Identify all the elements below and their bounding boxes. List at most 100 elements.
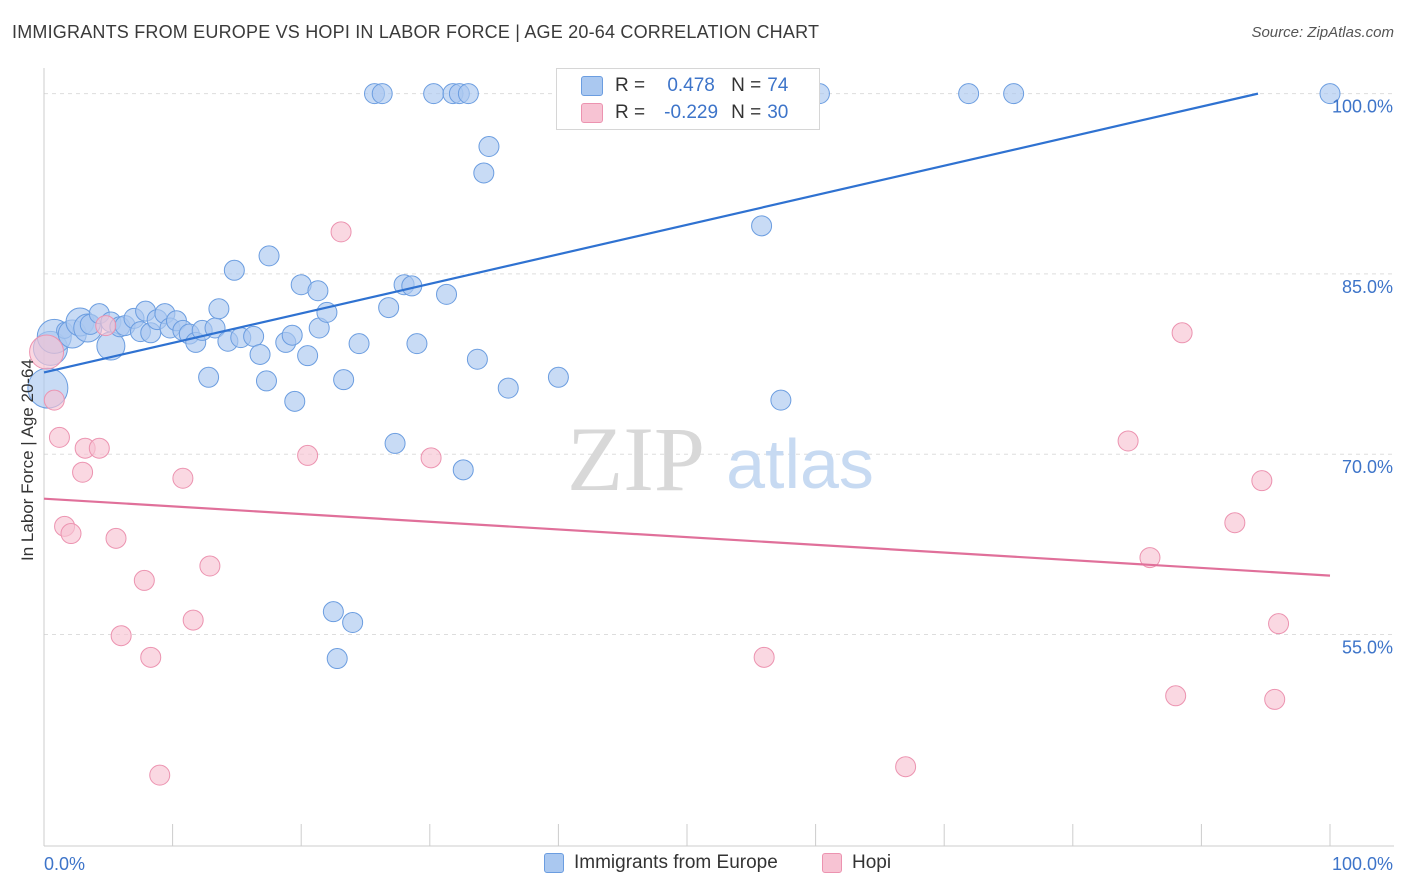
data-point: [457, 83, 479, 105]
data-point: [322, 601, 344, 623]
data-point: [478, 136, 500, 158]
data-point: [281, 324, 303, 346]
legend-swatch-hopi: [822, 853, 842, 873]
legend-swatch-europe: [544, 853, 564, 873]
y-axis-label: In Labor Force | Age 20-64: [18, 359, 37, 561]
y-tick-label: 70.0%: [1342, 457, 1393, 477]
data-point: [172, 467, 194, 489]
y-tick-label: 100.0%: [1332, 97, 1393, 117]
data-point: [1224, 512, 1246, 534]
data-point: [1117, 430, 1139, 452]
data-point: [95, 315, 117, 337]
trend-line-hopi: [43, 497, 1331, 577]
n-label: N =: [731, 102, 762, 123]
data-point: [182, 609, 204, 631]
data-point: [48, 426, 70, 448]
legend-item-europe[interactable]: Immigrants from Europe: [544, 852, 778, 874]
data-point: [72, 461, 94, 483]
data-point: [371, 83, 393, 105]
data-point: [43, 389, 65, 411]
data-point: [378, 297, 400, 319]
data-point: [1139, 547, 1161, 569]
data-point: [105, 527, 127, 549]
data-point: [133, 569, 155, 591]
data-point: [1003, 83, 1025, 105]
data-point: [330, 221, 352, 243]
data-point: [895, 756, 917, 778]
source-label: Source: ZipAtlas.com: [1251, 24, 1394, 41]
data-point: [384, 432, 406, 454]
n-label: N =: [731, 75, 762, 96]
data-point: [406, 333, 428, 355]
axes: [43, 68, 1394, 847]
data-point: [29, 334, 65, 370]
trend-line-europe: [43, 92, 1259, 374]
grid-lines: [44, 93, 1394, 635]
x-tick-label: 100.0%: [1332, 854, 1393, 874]
data-point: [958, 83, 980, 105]
data-point: [751, 215, 773, 237]
data-point: [466, 348, 488, 370]
legend: Immigrants from Europe Hopi: [0, 852, 1406, 878]
data-point: [1264, 688, 1286, 710]
watermark-atlas: atlas: [726, 425, 874, 503]
n-value: 30: [767, 102, 789, 123]
data-point: [423, 83, 445, 105]
stats-swatch-europe: [581, 76, 603, 96]
data-point: [420, 447, 442, 469]
data-point: [255, 370, 277, 392]
data-point: [208, 298, 230, 320]
n-value: 74: [767, 75, 789, 96]
data-point: [60, 523, 82, 545]
legend-label-europe: Immigrants from Europe: [574, 852, 778, 873]
data-point: [198, 366, 220, 388]
data-point: [348, 333, 370, 355]
trend-lines: [43, 92, 1331, 577]
data-point: [258, 245, 280, 267]
r-value: -0.229: [664, 102, 719, 123]
data-point: [436, 283, 458, 305]
r-value: 0.478: [667, 75, 715, 96]
series-europe-points: [27, 83, 1341, 670]
watermark: ZIP atlas: [567, 408, 874, 510]
data-point: [223, 259, 245, 281]
data-point: [1251, 470, 1273, 492]
data-point: [753, 646, 775, 668]
data-point: [149, 764, 171, 786]
data-point: [1319, 83, 1341, 105]
data-point: [140, 646, 162, 668]
data-point: [297, 345, 319, 367]
data-point: [297, 444, 319, 466]
data-point: [243, 325, 265, 347]
series-hopi-points: [29, 221, 1290, 786]
data-point: [326, 648, 348, 670]
data-point: [452, 459, 474, 481]
data-point: [497, 377, 519, 399]
data-point: [1268, 613, 1290, 635]
r-label: R =: [615, 102, 646, 123]
r-label: R =: [615, 75, 646, 96]
x-tick-label: 0.0%: [44, 854, 85, 874]
data-point: [1165, 685, 1187, 707]
data-point: [1171, 322, 1193, 344]
legend-item-hopi[interactable]: Hopi: [822, 852, 891, 874]
data-point: [333, 369, 355, 391]
data-point: [770, 389, 792, 411]
data-point: [88, 437, 110, 459]
data-point: [284, 390, 306, 412]
legend-label-hopi: Hopi: [852, 852, 892, 873]
stats-row-hopi: R = -0.229 N = 30: [581, 100, 788, 126]
tick-labels: 55.0% 70.0% 85.0% 100.0% 0.0% 100.0%: [44, 97, 1393, 874]
data-point: [473, 162, 495, 184]
data-point: [547, 366, 569, 388]
data-point: [342, 611, 364, 633]
data-point: [199, 555, 221, 577]
stats-legend: R = 0.478 N = 74 R = -0.229 N = 30: [556, 68, 820, 130]
stats-swatch-hopi: [581, 103, 603, 123]
data-point: [307, 280, 329, 302]
data-point: [110, 625, 132, 647]
stats-row-europe: R = 0.478 N = 74: [581, 73, 788, 99]
y-tick-label: 55.0%: [1342, 637, 1393, 657]
watermark-zip: ZIP: [567, 408, 705, 510]
